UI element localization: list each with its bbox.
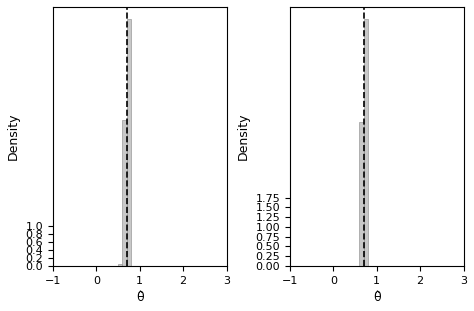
Bar [359, 122, 364, 266]
X-axis label: θ̂: θ̂ [373, 291, 381, 304]
Bar [118, 264, 122, 266]
Y-axis label: Density: Density [7, 113, 20, 160]
X-axis label: θ̂: θ̂ [136, 291, 144, 304]
Y-axis label: Density: Density [237, 113, 250, 160]
Bar [127, 19, 131, 266]
Bar [122, 120, 127, 266]
Bar [364, 19, 368, 266]
